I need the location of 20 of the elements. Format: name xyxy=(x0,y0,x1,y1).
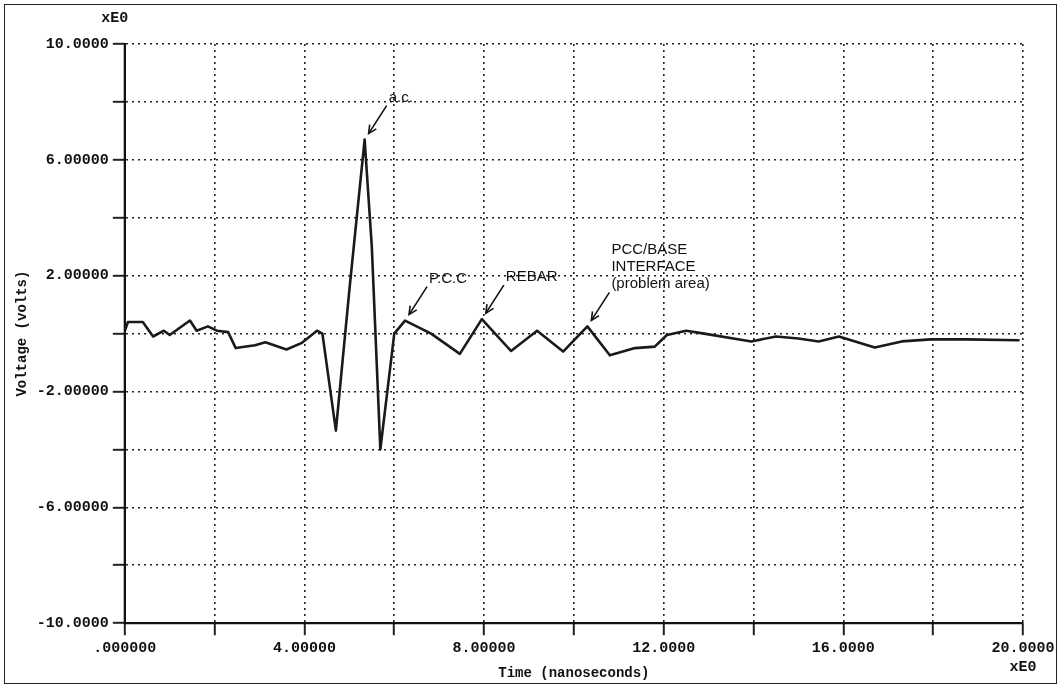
x-tick-label: 16.0000 xyxy=(811,639,875,657)
x-axis-title: Time (nanoseconds) xyxy=(498,665,650,682)
y-tick-label: 6.00000 xyxy=(45,151,109,169)
x-tick-label: 20.0000 xyxy=(991,639,1055,657)
text: xE0 xyxy=(101,9,129,27)
y-tick-label: 10.0000 xyxy=(45,35,109,53)
y-tick-label: -2.00000 xyxy=(36,383,109,401)
annotation: a.c. xyxy=(388,87,413,105)
annotation: P.C.C xyxy=(429,268,468,286)
y-axis-title: Voltage (volts) xyxy=(13,270,30,397)
annotation: REBAR xyxy=(505,267,558,285)
y-tick-label: 2.00000 xyxy=(45,267,109,285)
x-tick-label: 4.00000 xyxy=(272,639,336,657)
annotation: PCC/BASE INTERFACE (problem area) xyxy=(611,240,710,292)
x-tick-label: .000000 xyxy=(93,639,157,657)
y-tick-label: -10.0000 xyxy=(36,614,109,632)
text: xE0 xyxy=(1009,658,1037,676)
y-tick-label: -6.00000 xyxy=(36,499,109,517)
x-tick-label: 12.0000 xyxy=(632,639,696,657)
x-tick-label: 8.00000 xyxy=(452,639,516,657)
